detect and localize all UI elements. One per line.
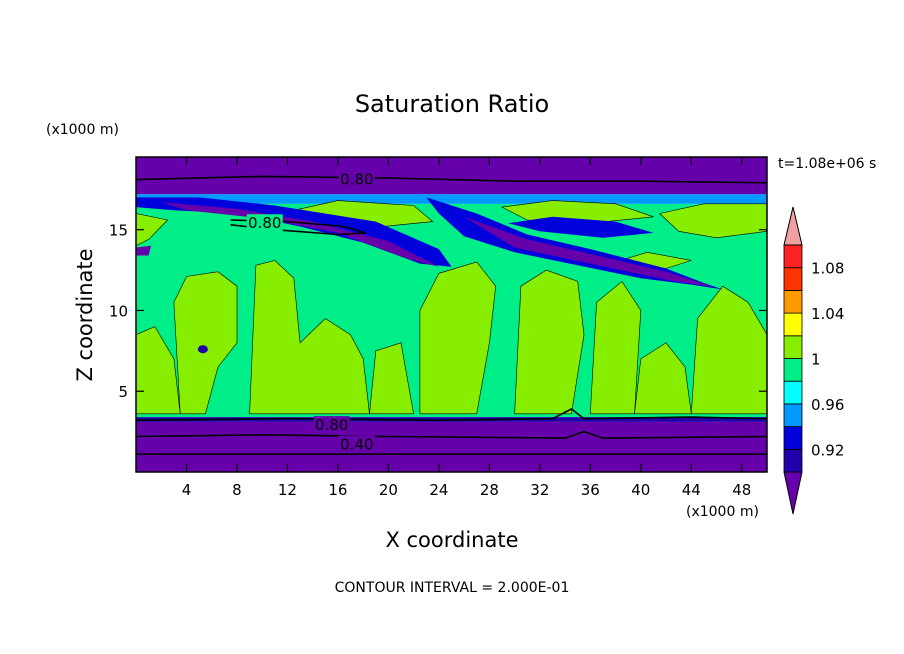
x-unit-label: (x1000 m) — [686, 504, 759, 520]
x-tick-label: 24 — [429, 481, 448, 499]
y-tick-label: 15 — [109, 222, 128, 240]
colorbar-swatch — [783, 267, 803, 291]
y-tick-label: 10 — [109, 302, 128, 320]
x-tick-label: 32 — [530, 481, 549, 499]
plot-frame — [135, 156, 768, 473]
chart-title: Saturation Ratio — [355, 90, 549, 118]
contour-label-bg — [338, 170, 375, 188]
contour-label-bg — [313, 416, 350, 434]
colorbar-swatch — [783, 289, 803, 314]
colorbar-extend-high — [783, 206, 803, 246]
lower-dry-layer — [136, 421, 767, 472]
dry-streak-core — [161, 202, 439, 267]
time-label: t=1.08e+06 s — [778, 156, 876, 172]
x-tick-label: 8 — [232, 481, 242, 499]
colorbar-swatch — [783, 380, 803, 405]
y-unit-label: (x1000 m) — [46, 122, 119, 138]
dry-pocket — [197, 345, 208, 354]
colorbar-extend-low — [783, 471, 803, 515]
dry-streak-outer — [508, 216, 654, 238]
contour-line-040 — [135, 430, 768, 439]
colorbar-swatch — [783, 244, 803, 269]
colorbar-label: 1 — [811, 351, 821, 369]
colorbar-swatch — [783, 312, 803, 337]
contour-label: 0.80 — [248, 214, 281, 232]
contour-label: 0.80 — [315, 416, 348, 434]
dry-streak-core — [136, 245, 152, 256]
x-ticks: 4 8 12 16 20 24 28 32 36 40 44 48 — [182, 157, 751, 499]
cloud-region — [589, 280, 642, 415]
x-tick-label: 40 — [631, 481, 650, 499]
x-tick-label: 48 — [732, 481, 751, 499]
cloud-region — [634, 342, 692, 415]
x-tick-label: 44 — [682, 481, 701, 499]
cloud-region — [514, 269, 585, 415]
contour-label-bg — [338, 435, 375, 453]
cloud-region — [419, 261, 497, 415]
colorbar: 0.92 0.96 1 1.04 1.08 — [783, 206, 844, 515]
colorbar-label: 0.92 — [811, 441, 844, 459]
colorbar-swatch — [783, 448, 803, 473]
upper-moist-edge — [136, 194, 767, 204]
upper-dry-layer — [136, 157, 767, 195]
colorbar-label: 0.96 — [811, 396, 844, 414]
colorbar-swatch — [783, 403, 803, 427]
x-tick-label: 4 — [182, 481, 192, 499]
contour-line-080-low — [135, 408, 768, 422]
dry-streak-outer — [426, 197, 723, 290]
dry-streak-core — [464, 216, 717, 288]
cloud-region — [173, 271, 238, 415]
x-tick-label: 12 — [278, 481, 297, 499]
contour-label: 0.40 — [340, 436, 373, 454]
x-tick-label: 16 — [328, 481, 347, 499]
x-tick-label: 36 — [581, 481, 600, 499]
contour-label-bg — [246, 214, 283, 232]
contour-interval-note: CONTOUR INTERVAL = 2.000E-01 — [335, 580, 570, 596]
y-ticks: 5 10 15 — [109, 222, 767, 401]
contour-field — [135, 157, 768, 472]
colorbar-label: 1.04 — [811, 305, 844, 323]
cloud-region — [369, 342, 414, 415]
colorbar-swatch — [783, 358, 803, 382]
colorbar-swatch — [783, 335, 803, 359]
x-axis-label: X coordinate — [385, 528, 518, 552]
colorbar-swatch — [783, 426, 803, 450]
cloud-region — [501, 200, 654, 224]
x-tick-label: 28 — [480, 481, 499, 499]
contour-lines: 0.80 0.80 0.80 0.40 — [135, 170, 768, 455]
contour-line-080-top — [135, 175, 768, 184]
colorbar-label: 1.08 — [811, 260, 844, 278]
y-tick-label: 5 — [118, 383, 128, 401]
cloud-region — [249, 260, 370, 415]
y-axis-label: Z coordinate — [73, 248, 97, 381]
x-tick-label: 20 — [379, 481, 398, 499]
contour-label: 0.80 — [340, 171, 373, 189]
